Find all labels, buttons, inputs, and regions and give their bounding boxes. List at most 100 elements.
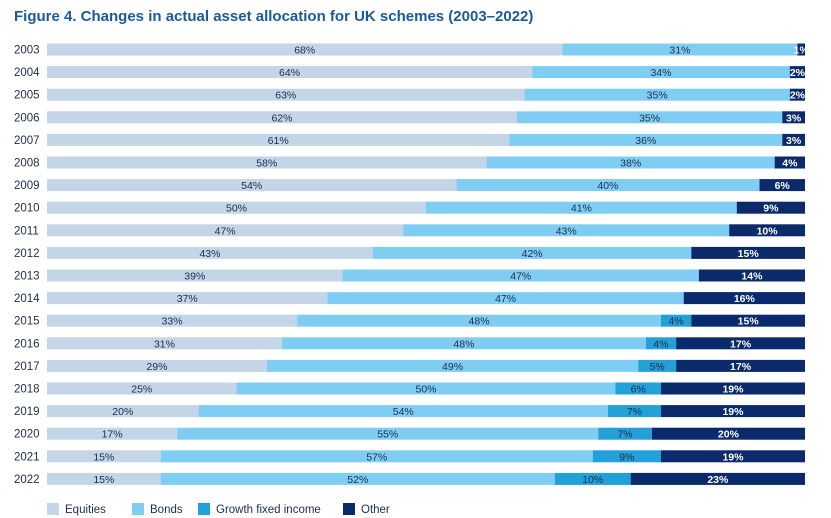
data-label: 47%	[510, 271, 531, 283]
bar-segment	[47, 314, 298, 327]
bar-segment	[797, 43, 805, 56]
bar-segment	[774, 156, 805, 169]
y-tick-label: 2017	[14, 361, 40, 373]
data-label: 20%	[718, 429, 740, 441]
y-tick-label: 2022	[14, 474, 40, 486]
bar-segment	[342, 269, 699, 282]
data-label: 34%	[650, 67, 671, 79]
bar-segment	[47, 292, 328, 305]
bar-segment	[592, 450, 661, 463]
data-label: 3%	[786, 112, 802, 124]
data-label: 52%	[347, 474, 368, 486]
data-label: 40%	[597, 180, 618, 192]
legend-swatch	[132, 503, 144, 515]
data-label: 39%	[184, 271, 205, 283]
data-label: 38%	[620, 158, 641, 170]
bar-segment	[598, 427, 652, 440]
bar-segment	[562, 43, 798, 56]
y-tick-label: 2020	[14, 429, 40, 441]
bar-segment	[372, 246, 692, 259]
data-label: 47%	[215, 225, 236, 237]
y-axis-ticks: 2003 2004 2005 2006 2007 2008 2009 2010 2011 2012…	[14, 45, 40, 486]
bar-segment	[691, 246, 805, 259]
data-label: 47%	[495, 293, 516, 305]
data-label: 62%	[271, 112, 292, 124]
data-label: 17%	[730, 361, 752, 373]
data-label: 35%	[647, 90, 668, 102]
data-label: 2%	[790, 67, 806, 79]
y-tick-label: 2013	[14, 271, 40, 283]
bar-segment	[47, 224, 404, 237]
data-label: 50%	[415, 384, 436, 396]
bar-segment	[281, 337, 646, 350]
bar-segment	[651, 427, 805, 440]
data-label: 29%	[146, 361, 167, 373]
bar-segment	[426, 201, 737, 214]
bars-layer: 68% 31% 1% 64% 34% 2% 63% 35% 2% 62% 35% 3% 61% 36% 3%…	[47, 43, 809, 486]
data-label: 9%	[619, 451, 634, 463]
data-label: 58%	[256, 158, 277, 170]
bar-segment	[403, 224, 730, 237]
y-tick-label: 2004	[14, 67, 40, 79]
bar-segment	[47, 179, 457, 192]
y-tick-label: 2005	[14, 90, 40, 102]
bar-segment	[638, 359, 677, 372]
data-label: 42%	[522, 248, 543, 260]
y-tick-label: 2018	[14, 384, 40, 396]
y-tick-label: 2009	[14, 180, 40, 192]
bar-segment	[47, 382, 237, 395]
y-tick-label: 2006	[14, 112, 40, 124]
y-tick-label: 2003	[14, 45, 40, 57]
legend-swatch	[343, 503, 355, 515]
bar-segment	[177, 427, 599, 440]
data-label: 54%	[241, 180, 262, 192]
data-label: 6%	[631, 384, 646, 396]
data-label: 2%	[790, 90, 806, 102]
bar-segment	[782, 133, 805, 146]
bar-segment	[509, 133, 783, 146]
y-tick-label: 2011	[14, 225, 39, 237]
bar-segment	[198, 405, 608, 418]
y-tick-label: 2012	[14, 248, 40, 260]
legend-swatch	[198, 503, 210, 515]
data-label: 35%	[639, 112, 660, 124]
data-label: 43%	[556, 225, 577, 237]
bar-segment	[47, 88, 525, 101]
y-tick-label: 2008	[14, 158, 40, 170]
bar-segment	[736, 201, 805, 214]
y-tick-label: 2010	[14, 203, 40, 215]
bar-segment	[660, 382, 805, 395]
bar-segment	[554, 472, 631, 485]
legend-label: Bonds	[150, 504, 183, 516]
bar-segment	[516, 111, 783, 124]
y-tick-label: 2016	[14, 338, 40, 350]
bar-segment	[297, 314, 661, 327]
bar-segment	[47, 472, 161, 485]
data-label: 20%	[112, 406, 133, 418]
data-label: 17%	[730, 338, 752, 350]
data-label: 10%	[582, 474, 603, 486]
data-label: 19%	[722, 384, 744, 396]
bar-segment	[486, 156, 775, 169]
bar-segment	[676, 337, 805, 350]
bar-segment	[759, 179, 805, 192]
data-label: 50%	[226, 203, 247, 215]
bar-segment	[47, 66, 533, 79]
data-label: 55%	[377, 429, 398, 441]
legend: Equities Bonds Growth fixed income Other	[47, 503, 390, 516]
data-label: 41%	[571, 203, 592, 215]
chart-title: Figure 4. Changes in actual asset alloca…	[14, 8, 534, 25]
data-label: 64%	[279, 67, 300, 79]
data-label: 6%	[775, 180, 791, 192]
bar-segment	[160, 450, 593, 463]
bar-segment	[789, 88, 805, 101]
data-label: 9%	[763, 203, 779, 215]
bar-segment	[47, 405, 199, 418]
data-label: 4%	[782, 158, 798, 170]
data-label: 31%	[669, 45, 690, 57]
data-label: 68%	[294, 45, 315, 57]
data-label: 33%	[162, 316, 183, 328]
bar-segment	[47, 111, 517, 124]
bar-segment	[729, 224, 805, 237]
